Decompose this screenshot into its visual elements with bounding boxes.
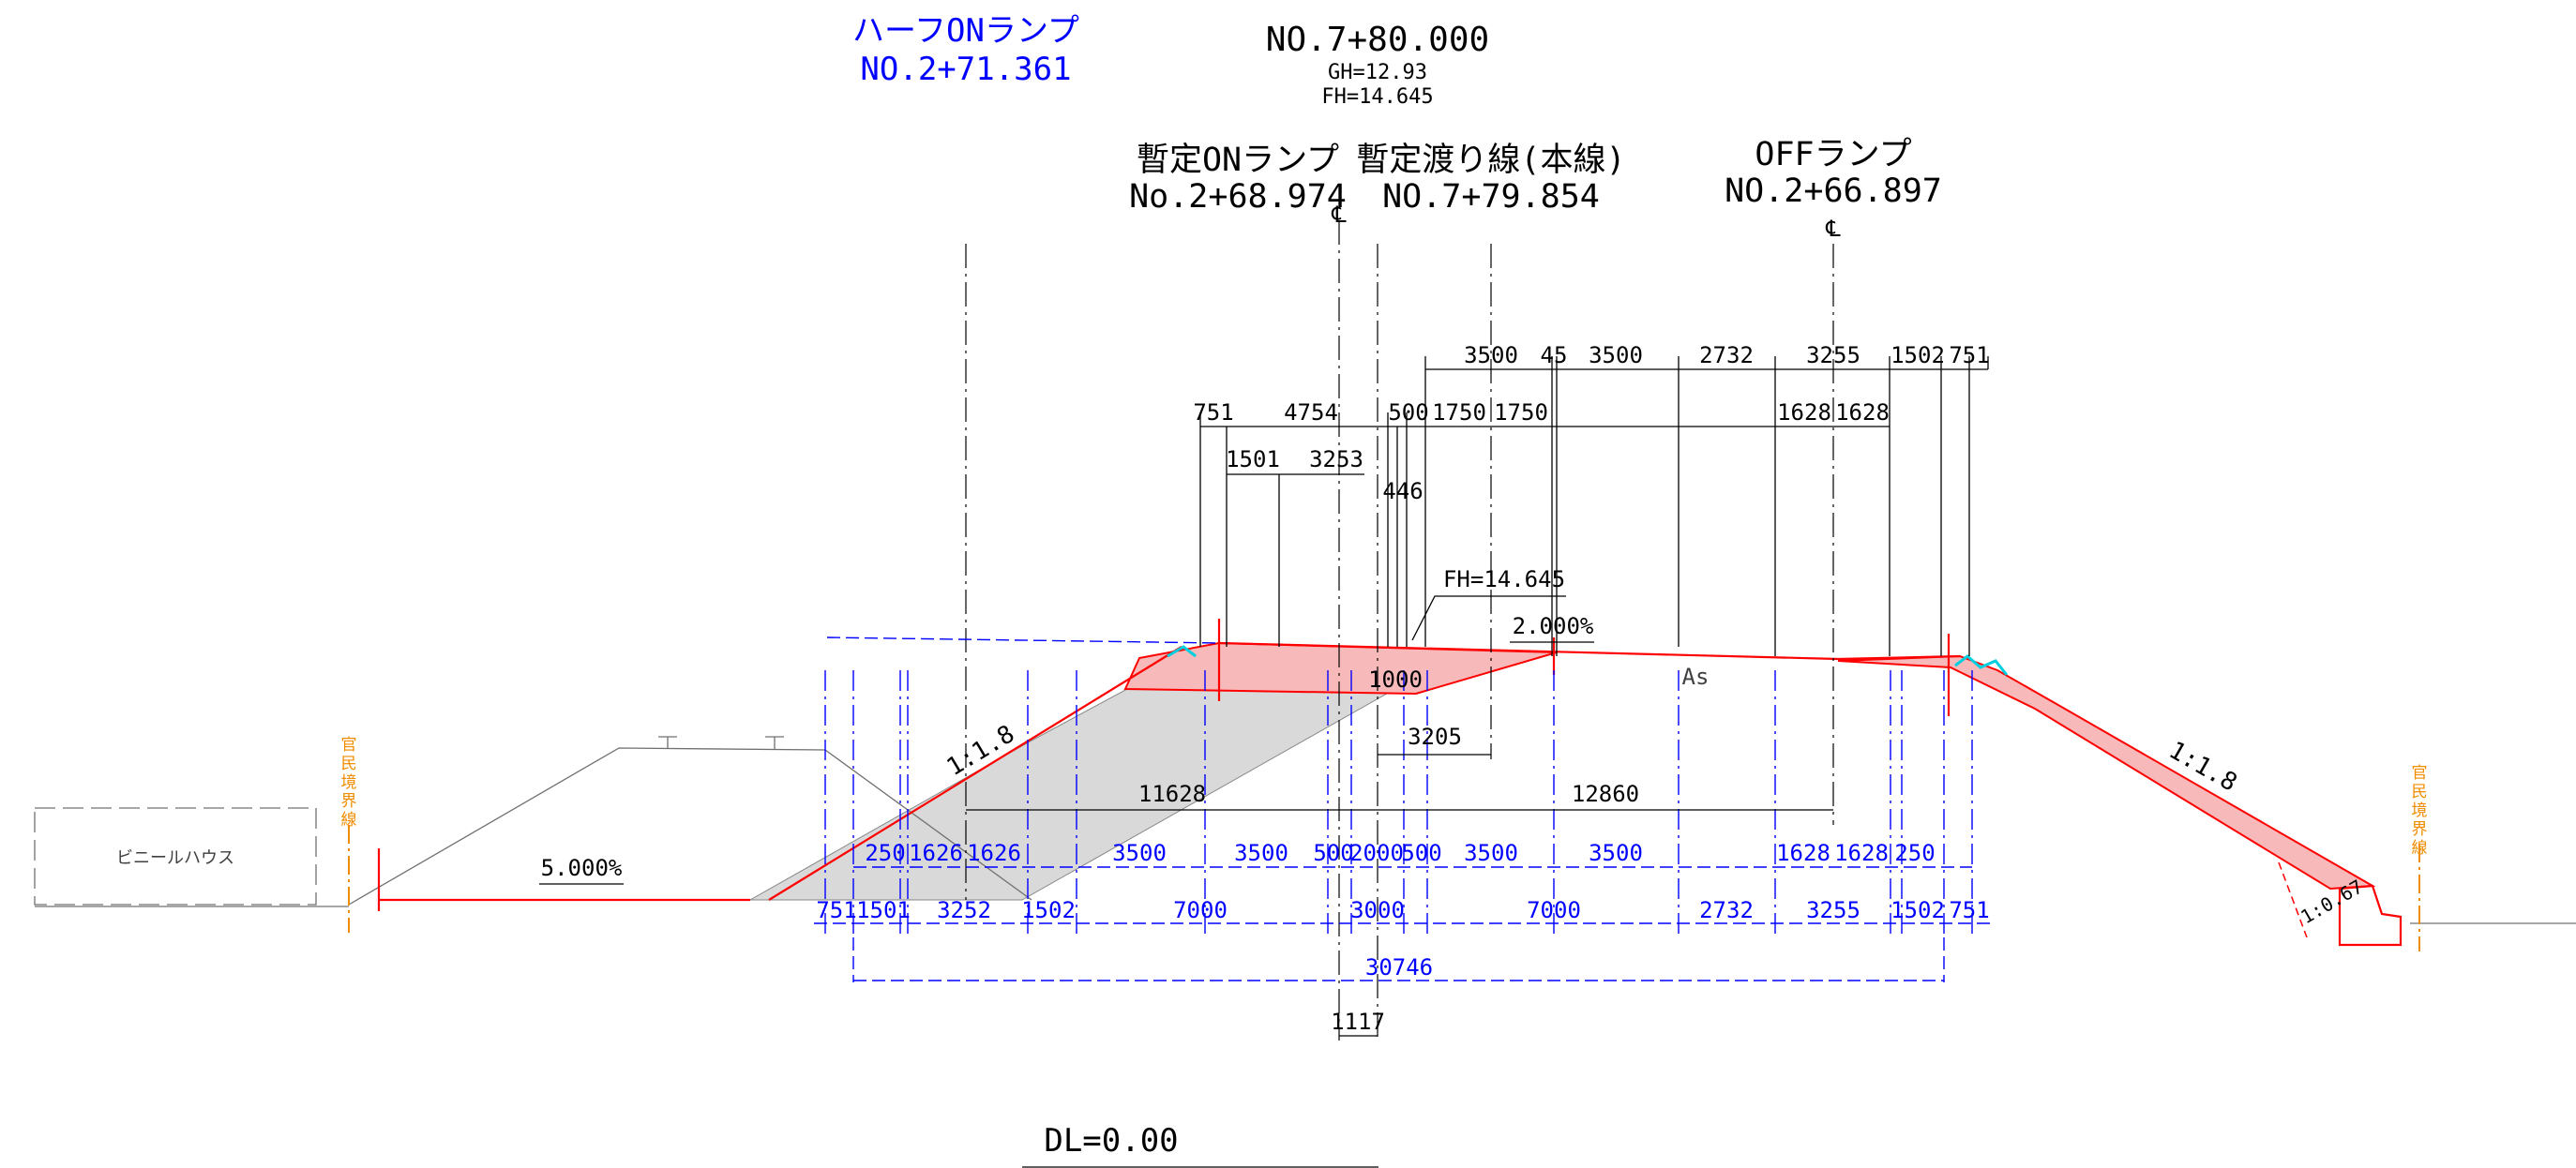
drain-left-cyan (1167, 645, 1197, 658)
road-surface-line (1218, 641, 1839, 661)
dim-blue-r2-1502a: 1502 (1021, 897, 1076, 923)
dim-blue-r1-500b: 500 (1401, 840, 1441, 866)
dim-black-446: 446 (1382, 478, 1423, 504)
dim-blue-r2-7000a: 7000 (1173, 897, 1228, 923)
right-retaining-wall (2338, 884, 2403, 947)
dl-label: DL=0.00 (1044, 1122, 1178, 1160)
dim-blue-r1-250b: 250 (1894, 840, 1935, 866)
svg-text:界: 界 (2412, 820, 2428, 839)
blue-vertical-lines (824, 670, 1973, 937)
drain-right-cyan (1954, 654, 2009, 676)
svg-text:官: 官 (2412, 764, 2428, 783)
dim-black-r1-2732: 2732 (1699, 342, 1754, 368)
left-fall-label: 5.000% (541, 855, 623, 881)
dim-black-r2-1628b: 1628 (1835, 399, 1890, 426)
dim-black-r3-3253: 3253 (1309, 446, 1363, 472)
temp-on-ramp-station: No.2+68.974 (1129, 178, 1347, 216)
dim-black-r2-1750b: 1750 (1494, 399, 1548, 426)
boundary-label-right: 官 民 境 界 線 (2412, 764, 2428, 858)
dim-black-3205: 3205 (1408, 724, 1462, 750)
dim-black-r2-4754: 4754 (1284, 399, 1338, 426)
dim-blue-r1-250a: 250 (865, 840, 905, 866)
dim-blue-r2-1502b: 1502 (1891, 897, 1945, 923)
svg-text:線: 線 (341, 811, 357, 830)
temp-crossover-station: NO.7+79.854 (1382, 178, 1600, 216)
dim-blue-r1-1628b: 1628 (1834, 840, 1889, 866)
pole-left-2 (765, 736, 784, 750)
dim-blue-r2-3252: 3252 (937, 897, 991, 923)
vinyl-house-outline (34, 807, 317, 906)
svg-text:境: 境 (341, 773, 357, 792)
dim-blue-r1-500a: 500 (1313, 840, 1353, 866)
blue-dashed-top (826, 636, 1220, 644)
dim-black-r1-3500b: 3500 (1589, 342, 1643, 368)
svg-text:官: 官 (341, 736, 357, 755)
road-surface-line-2 (1837, 654, 1961, 661)
dim-black-r2-1750a: 1750 (1432, 399, 1486, 426)
centerline-symbol-1: ℄ (1331, 202, 1347, 228)
pavement-label: As (1682, 664, 1710, 690)
dim-blue-r2-751a: 751 (816, 897, 856, 923)
black-ext-lines (1199, 356, 1989, 656)
crossfall-label: 2.000% (1513, 613, 1594, 639)
dim-blue-r1-1628a: 1628 (1776, 840, 1830, 866)
dim-blue-total: 30746 (1365, 954, 1433, 981)
center-gh: GH=12.93 (1328, 61, 1427, 84)
existing-ground-line (348, 747, 1032, 906)
half-on-ramp-name: ハーフONランプ (852, 12, 1079, 50)
dim-black-r1-751: 751 (1949, 342, 1989, 368)
dim-black-r1-3255: 3255 (1806, 342, 1860, 368)
dim-blue-r2-2732: 2732 (1699, 897, 1754, 923)
vinyl-house-label: ビニールハウス (116, 848, 234, 868)
dim-blue-r2-7000b: 7000 (1527, 897, 1581, 923)
half-on-ramp-station: NO.2+71.361 (860, 51, 1071, 88)
off-ramp-name: OFFランプ (1755, 136, 1911, 173)
dim-blue-r1-3500d: 3500 (1589, 840, 1643, 866)
left-slope-line (768, 646, 1183, 901)
dim-blue-r2-3255: 3255 (1806, 897, 1860, 923)
centerline-symbol-2: ℄ (1825, 216, 1841, 242)
dim-black-r1-3500a: 3500 (1464, 342, 1518, 368)
dim-black-r2-500: 500 (1388, 399, 1428, 426)
dim-blue-r1-1626b: 1626 (967, 840, 1021, 866)
dim-blue-r2-751b: 751 (1949, 897, 1989, 923)
svg-text:界: 界 (341, 792, 357, 811)
dim-black-11628: 11628 (1138, 781, 1206, 807)
dim-black-r2-1628a: 1628 (1777, 399, 1831, 426)
dim-blue-r1-1626a: 1626 (909, 840, 963, 866)
dim-blue-r1-3500b: 3500 (1234, 840, 1288, 866)
dim-black-1117: 1117 (1331, 1009, 1385, 1035)
depth-1000: 1000 (1368, 666, 1423, 693)
svg-text:境: 境 (2412, 801, 2428, 820)
fh-leader (1411, 595, 1566, 641)
dim-black-r1-1502: 1502 (1891, 342, 1945, 368)
dim-blue-r2-1501: 1501 (856, 897, 911, 923)
dim-black-r2-751: 751 (1193, 399, 1233, 426)
dim-blue-r2-3000: 3000 (1350, 897, 1405, 923)
center-fh: FH=14.645 (1321, 85, 1433, 109)
off-ramp-station: NO.2+66.897 (1725, 172, 1942, 210)
dim-black-r1-45: 45 (1541, 342, 1568, 368)
svg-text:民: 民 (2412, 783, 2428, 801)
boundary-label-left: 官 民 境 界 線 (341, 736, 357, 830)
temp-on-ramp-name: 暫定ONランプ (1137, 142, 1339, 179)
svg-text:民: 民 (341, 755, 357, 773)
right-wall-dashed (2278, 861, 2308, 938)
dim-blue-r1-2000: 2000 (1349, 840, 1404, 866)
left-embankment-red-fill (1123, 641, 1558, 696)
dim-black-12860: 12860 (1572, 781, 1639, 807)
temp-crossover-name: 暫定渡り線(本線) (1356, 142, 1625, 179)
center-station: NO.7+80.000 (1266, 21, 1489, 59)
dim-blue-r1-3500c: 3500 (1464, 840, 1518, 866)
pole-left-1 (658, 736, 677, 748)
fh-label: FH=14.645 (1443, 566, 1565, 592)
dim-black-r3-1501: 1501 (1226, 446, 1280, 472)
svg-text:線: 線 (2412, 839, 2428, 858)
dim-blue-r1-3500a: 3500 (1112, 840, 1167, 866)
